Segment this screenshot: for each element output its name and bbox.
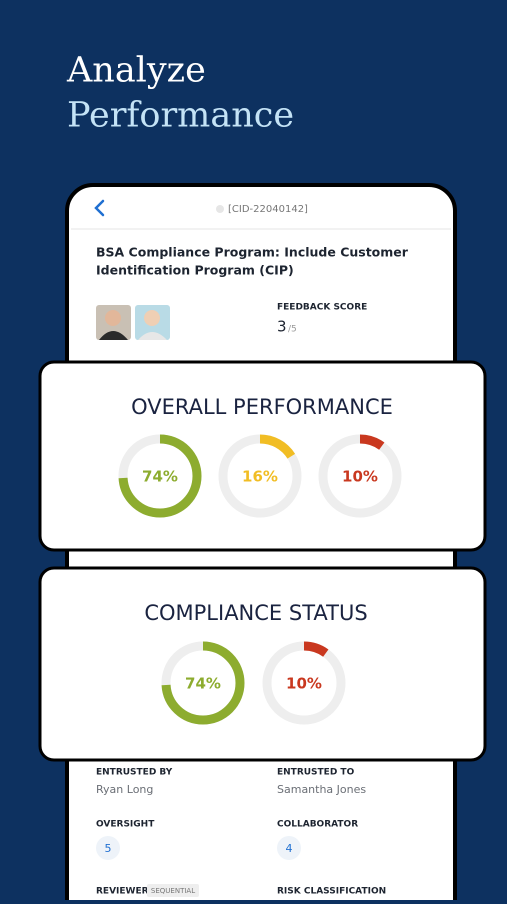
record-title: BSA Compliance Program: Include Customer <box>96 245 409 260</box>
ring-arc <box>318 434 402 518</box>
ring-label: 16% <box>242 468 278 486</box>
headline: Analyze <box>66 51 206 91</box>
ring-arc <box>118 434 202 518</box>
feedback-max: /5 <box>288 325 297 335</box>
feedback-score: 3 <box>277 318 287 336</box>
record-title: Identification Program (CIP) <box>96 263 294 278</box>
field-label: COLLABORATOR <box>277 820 358 830</box>
avatar <box>96 305 131 340</box>
card <box>38 360 487 552</box>
ring-label: 10% <box>342 468 378 486</box>
ring-label: 74% <box>142 468 178 486</box>
field-label: ENTRUSTED BY <box>96 768 173 778</box>
field-label: OVERSIGHT <box>96 820 155 830</box>
ring-arc <box>161 641 245 725</box>
count-badge <box>96 836 120 860</box>
back-button[interactable] <box>94 199 105 217</box>
field-label: REVIEWER <box>96 887 149 897</box>
ring-arc <box>262 641 346 725</box>
ring-label: 10% <box>286 675 322 693</box>
badge-text: SEQUENTIAL <box>151 887 195 895</box>
record-id: [CID-22040142] <box>228 204 308 215</box>
field-value: Samantha Jones <box>277 783 366 796</box>
field-label: ENTRUSTED TO <box>277 768 355 778</box>
feedback-label: FEEDBACK SCORE <box>277 303 367 313</box>
card <box>38 566 487 762</box>
field-value: Ryan Long <box>96 783 153 796</box>
status-dot <box>216 205 224 213</box>
field-label: RISK CLASSIFICATION <box>277 887 386 897</box>
ring-label: 74% <box>185 675 221 693</box>
card-title: COMPLIANCE STATUS <box>144 601 367 625</box>
card-title: OVERALL PERFORMANCE <box>131 395 393 419</box>
avatar <box>135 305 170 340</box>
headline: Performance <box>67 96 294 136</box>
count: 5 <box>105 842 112 855</box>
ring-arc <box>218 434 302 518</box>
count: 4 <box>286 842 293 855</box>
count-badge <box>277 836 301 860</box>
badge <box>147 884 199 897</box>
